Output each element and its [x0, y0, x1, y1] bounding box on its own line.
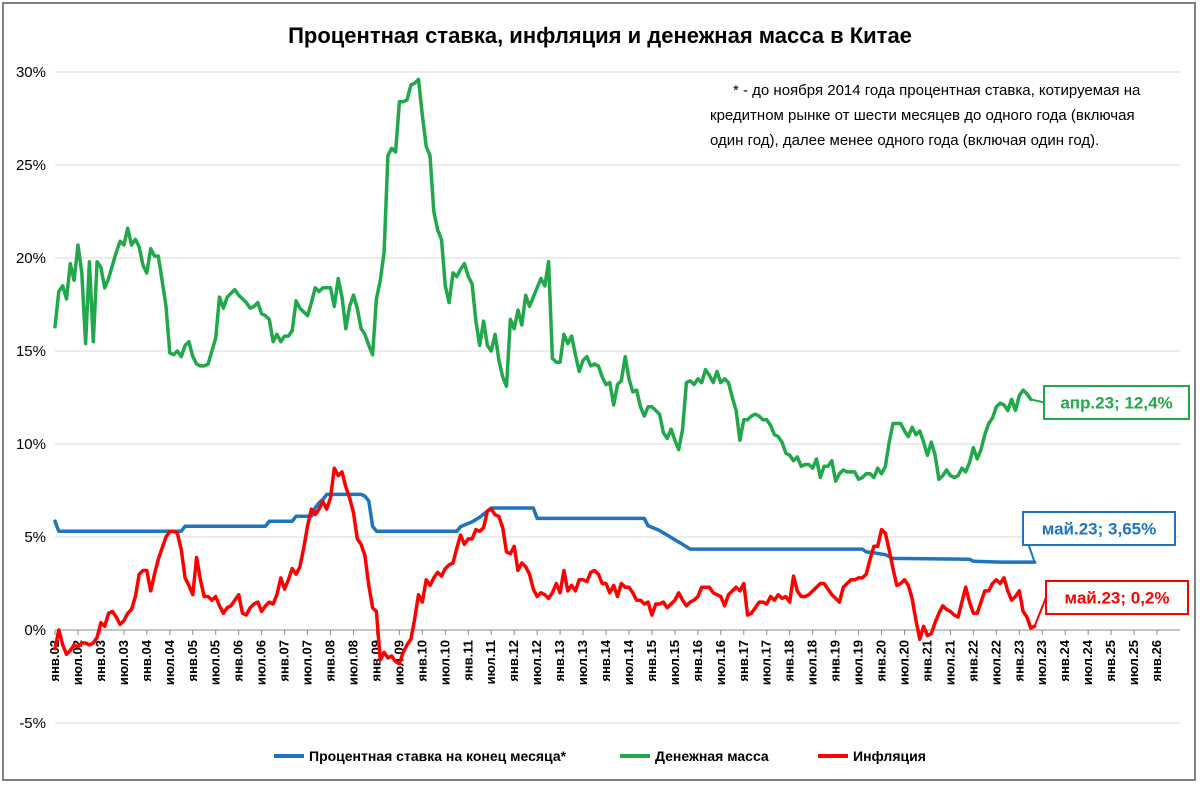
y-axis-ticks: 30% 25% 20% 15% 10% 5% 0% -5% — [16, 64, 46, 732]
callout-leader — [1030, 398, 1045, 404]
callout-rate: май.23; 3,65% — [1022, 511, 1176, 563]
x-tick-label: янв.18 — [782, 640, 797, 682]
x-tick-label: июл.02 — [70, 640, 85, 685]
x-tick-label: июл.07 — [300, 640, 315, 685]
callout-label: май.23; 3,65% — [1042, 520, 1156, 539]
x-tick-label: янв.17 — [736, 640, 751, 682]
x-tick-label: июл.15 — [667, 640, 682, 685]
y-tick-label: 20% — [16, 250, 46, 267]
x-tick-label: янв.14 — [598, 639, 613, 681]
legend-label-inflation: Инфляция — [853, 748, 926, 764]
x-tick-label: янв.02 — [47, 640, 62, 682]
x-tick-label: янв.19 — [828, 640, 843, 682]
x-tick-label: июл.05 — [208, 640, 223, 685]
x-tick-label: янв.04 — [139, 639, 154, 681]
legend: Процентная ставка на конец месяца* Денеж… — [274, 748, 926, 764]
x-tick-label: янв.22 — [965, 640, 980, 682]
x-tick-label: янв.23 — [1011, 640, 1026, 682]
note-line: * - до ноября 2014 года процентная ставк… — [733, 82, 1141, 99]
x-tick-label: июл.11 — [483, 640, 498, 684]
x-tick-label: июл.22 — [988, 640, 1003, 685]
note-line: кредитном рынке от шести месяцев до одно… — [710, 107, 1135, 124]
callout-box — [1043, 385, 1190, 420]
x-tick-label: июл.04 — [162, 639, 177, 685]
x-tick-label: июл.18 — [805, 640, 820, 685]
x-tick-label: янв.26 — [1149, 640, 1164, 682]
callout-label: май.23; 0,2% — [1064, 589, 1169, 608]
y-tick-label: 0% — [24, 622, 46, 639]
x-tick-label: янв.08 — [323, 640, 338, 682]
callouts-layer: апр.23; 12,4% май.23; 3,65% май.23; 0,2% — [1022, 385, 1190, 627]
x-tick-label: июл.16 — [713, 640, 728, 685]
x-tick-label: янв.03 — [93, 640, 108, 682]
y-tick-label: 5% — [24, 529, 46, 546]
x-tick-label: июл.19 — [851, 640, 866, 685]
x-axis-ticks: янв.02 июл.02 янв.03 июл.03 янв.04 июл.04 янв.… — [47, 630, 1164, 685]
x-tick-label: июл.06 — [254, 640, 269, 685]
x-tick-label: янв.13 — [552, 640, 567, 682]
x-tick-label: янв.20 — [874, 640, 889, 682]
x-tick-label: янв.25 — [1103, 640, 1118, 682]
chart-note: * - до ноября 2014 года процентная ставк… — [710, 82, 1141, 149]
x-tick-label: июл.24 — [1080, 639, 1095, 685]
legend-item-money-supply: Денежная масса — [620, 748, 769, 764]
x-tick-label: янв.24 — [1057, 639, 1072, 681]
x-tick-label: янв.06 — [231, 640, 246, 682]
x-tick-label: янв.12 — [506, 640, 521, 682]
x-tick-label: июл.08 — [345, 640, 360, 685]
series-inflation-line — [53, 466, 1037, 666]
legend-item-rate: Процентная ставка на конец месяца* — [274, 748, 567, 764]
x-tick-label: июл.21 — [942, 640, 957, 685]
x-tick-label: янв.21 — [919, 640, 934, 682]
y-tick-label: -5% — [19, 715, 46, 732]
y-gridlines — [55, 71, 1180, 724]
legend-label-rate: Процентная ставка на конец месяца* — [309, 748, 567, 764]
y-tick-label: 10% — [16, 436, 46, 453]
chart-title: Процентная ставка, инфляция и денежная м… — [288, 23, 912, 48]
series-money-supply-line — [53, 77, 1033, 483]
x-tick-label: июл.14 — [621, 639, 636, 685]
callout-box — [1045, 580, 1189, 615]
x-tick-label: июл.23 — [1034, 640, 1049, 685]
legend-label-money-supply: Денежная масса — [655, 748, 769, 764]
x-tick-label: янв.05 — [185, 640, 200, 682]
x-tick-label: янв.07 — [277, 640, 292, 682]
x-tick-label: янв.16 — [690, 640, 705, 682]
x-tick-label: июл.10 — [437, 640, 452, 685]
x-tick-label: июл.17 — [759, 640, 774, 685]
x-tick-label: июл.20 — [896, 640, 911, 685]
series-rate-line — [53, 492, 1037, 564]
x-tick-label: июл.13 — [575, 640, 590, 685]
y-tick-label: 30% — [16, 64, 46, 81]
callout-money-supply: апр.23; 12,4% — [1030, 385, 1190, 420]
x-tick-label: янв.11 — [460, 640, 475, 681]
note-line: один год), далее менее одного года (вклю… — [710, 132, 1099, 149]
x-tick-label: янв.10 — [414, 640, 429, 682]
x-tick-label: июл.12 — [529, 640, 544, 685]
callout-leader — [1033, 597, 1047, 627]
callout-box — [1022, 511, 1176, 546]
callout-inflation: май.23; 0,2% — [1033, 580, 1189, 627]
x-tick-label: июл.03 — [116, 640, 131, 685]
y-tick-label: 25% — [16, 157, 46, 174]
series-layer — [53, 77, 1037, 666]
callout-label: апр.23; 12,4% — [1060, 394, 1172, 413]
x-tick-label: июл.25 — [1126, 640, 1141, 685]
y-tick-label: 15% — [16, 343, 46, 360]
legend-item-inflation: Инфляция — [818, 748, 926, 764]
x-tick-label: янв.15 — [644, 640, 659, 682]
